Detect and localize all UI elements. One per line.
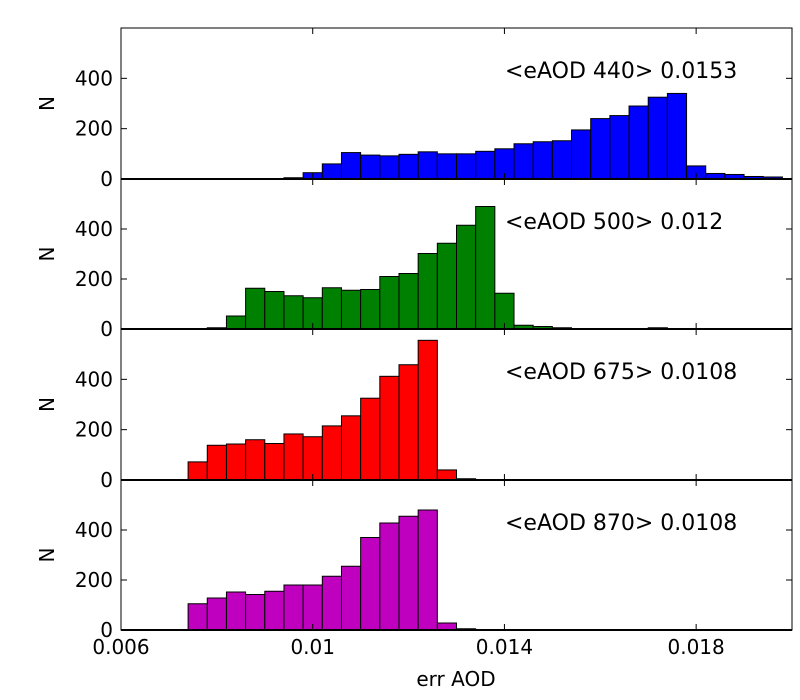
- histogram-bar: [666, 92, 688, 180]
- histogram-panel-4: 0 200 400 N <eAOD 870> 0.0108 0.006 0.01 0.014 0…: [35, 479, 793, 659]
- histogram-bar: [187, 461, 208, 481]
- histogram-bar: [245, 594, 266, 631]
- histogram-bar: [245, 287, 266, 330]
- y-axis-title: N: [35, 397, 59, 412]
- histogram-bar: [206, 444, 227, 481]
- histogram-bar: [417, 339, 438, 481]
- histogram-bar: [340, 565, 362, 631]
- histogram-bar: [283, 433, 304, 481]
- histogram-panel-2: 0 200 400 N <eAOD 500> 0.012: [35, 178, 793, 341]
- mean-annotation: <eAOD 870> 0.0108: [505, 511, 737, 536]
- histogram-bar: [360, 154, 381, 180]
- x-tick-label: 0.01: [290, 635, 335, 659]
- histogram-bar: [360, 397, 381, 481]
- histogram-bar: [340, 152, 362, 180]
- histogram-bar: [321, 163, 342, 180]
- histogram-bar: [398, 273, 419, 330]
- y-tick-label: 200: [75, 418, 113, 442]
- histogram-bar: [283, 584, 304, 631]
- histogram-bar: [187, 603, 208, 631]
- x-tick-label: 0.014: [476, 635, 533, 659]
- histogram-bar: [379, 522, 400, 631]
- histogram-bar: [379, 375, 400, 481]
- histogram-bar: [532, 141, 553, 180]
- x-tick-label: 0.006: [92, 635, 149, 659]
- histogram-bar: [302, 436, 323, 481]
- histogram-bar: [475, 206, 496, 330]
- histogram-bar: [628, 105, 649, 180]
- histogram-bar: [436, 622, 458, 631]
- histogram-bar: [379, 276, 400, 330]
- plot-frame: [120, 479, 793, 631]
- x-axis-title: err AOD: [416, 667, 495, 691]
- histogram-bar: [398, 153, 419, 180]
- histogram-bar: [475, 150, 496, 180]
- x-tick-label: 0.018: [668, 635, 725, 659]
- y-axis-title: N: [35, 96, 59, 111]
- histogram-bar: [398, 364, 419, 481]
- histogram-bar: [321, 287, 342, 330]
- histogram-bar: [436, 153, 458, 180]
- y-tick-label: 0: [100, 167, 113, 191]
- histogram-bar: [571, 129, 592, 180]
- histogram-bar: [456, 153, 477, 180]
- y-axis-title: N: [35, 548, 59, 563]
- histogram-bar: [283, 295, 304, 330]
- histogram-bar: [321, 575, 342, 631]
- y-tick-label: 200: [75, 568, 113, 592]
- histogram-panel-1: 0 200 400 N <eAOD 440> 0.0153: [35, 27, 793, 191]
- histogram-bar: [436, 469, 458, 481]
- histogram-bar: [206, 597, 227, 631]
- y-tick-label: 0: [100, 468, 113, 492]
- histogram-panel-3: 0 200 400 N <eAOD 675> 0.0108: [35, 328, 793, 492]
- y-tick-label: 0: [100, 317, 113, 341]
- histogram-bar: [264, 291, 285, 330]
- histogram-bar: [551, 140, 573, 180]
- histogram-bar: [225, 443, 247, 481]
- y-tick-label: 400: [75, 217, 113, 241]
- y-tick-label: 400: [75, 518, 113, 542]
- y-tick-label: 0: [100, 618, 113, 642]
- histogram-bar: [609, 115, 630, 180]
- mean-annotation: <eAOD 500> 0.012: [505, 210, 723, 235]
- y-tick-label: 400: [75, 367, 113, 391]
- histogram-bar: [340, 415, 362, 481]
- histogram-bar: [513, 143, 534, 180]
- histogram-bar: [302, 584, 323, 631]
- mean-annotation: <eAOD 440> 0.0153: [505, 59, 737, 84]
- y-tick-label: 400: [75, 66, 113, 90]
- histogram-bar: [379, 155, 400, 180]
- y-tick-label: 200: [75, 267, 113, 291]
- panels-group: 0 200 400 N <eAOD 440> 0.0153 0 200 400 N <eAOD 5…: [35, 27, 793, 659]
- y-axis-title: N: [35, 247, 59, 262]
- histogram-bar: [340, 289, 362, 330]
- histogram-bar: [456, 224, 477, 330]
- histogram-bar: [321, 425, 342, 481]
- histogram-bar: [417, 509, 438, 631]
- histogram-bar: [264, 590, 285, 631]
- histogram-bar: [398, 515, 419, 631]
- histogram-bar: [417, 253, 438, 330]
- histogram-bar: [245, 439, 266, 481]
- y-tick-label: 200: [75, 117, 113, 141]
- histogram-bar: [225, 591, 247, 631]
- histogram-bar: [436, 242, 458, 330]
- histogram-bar: [647, 96, 668, 180]
- histogram-bar: [264, 443, 285, 481]
- histogram-bar: [417, 151, 438, 180]
- histogram-bar: [360, 289, 381, 330]
- histogram-bar: [590, 118, 611, 180]
- mean-annotation: <eAOD 675> 0.0108: [505, 360, 737, 385]
- histogram-bar: [360, 537, 381, 631]
- histogram-bar: [225, 315, 247, 330]
